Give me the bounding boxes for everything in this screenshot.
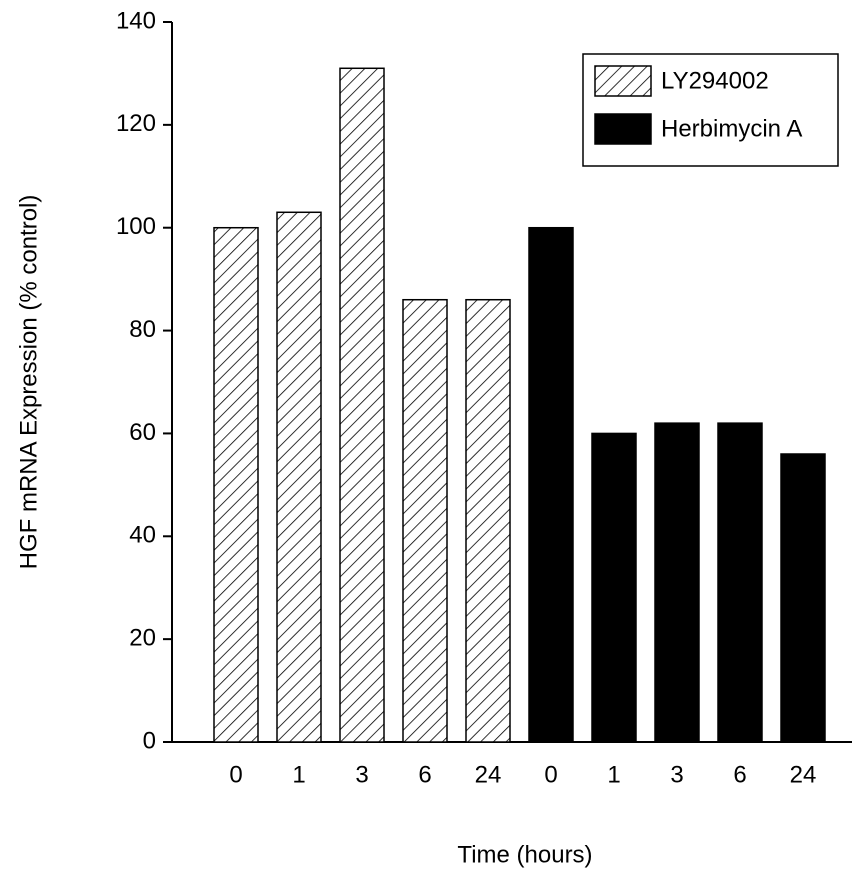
- x-tick-label: 6: [733, 761, 746, 788]
- x-tick-label: 0: [229, 761, 242, 788]
- legend-label: Herbimycin A: [661, 115, 802, 142]
- legend-label: LY294002: [661, 67, 769, 94]
- legend-swatch: [594, 65, 652, 97]
- bar: [276, 211, 322, 743]
- bar: [717, 422, 763, 743]
- y-tick-label: 20: [129, 624, 156, 651]
- x-tick-label: 1: [292, 761, 305, 788]
- bar: [402, 298, 448, 743]
- y-tick-label: 0: [143, 727, 156, 754]
- y-tick-label: 140: [116, 7, 156, 34]
- y-tick-label: 40: [129, 522, 156, 549]
- y-tick-label: 60: [129, 419, 156, 446]
- x-axis-label: Time (hours): [457, 841, 592, 868]
- x-tick-label: 6: [418, 761, 431, 788]
- y-axis-label: HGF mRNA Expression (% control): [15, 195, 42, 570]
- x-tick-label: 24: [475, 761, 502, 788]
- y-tick-label: 120: [116, 110, 156, 137]
- bar: [591, 432, 637, 743]
- bar: [339, 67, 385, 743]
- bar: [528, 226, 574, 743]
- bar: [780, 453, 826, 743]
- y-tick-label: 80: [129, 316, 156, 343]
- x-tick-label: 0: [544, 761, 557, 788]
- x-tick-label: 3: [670, 761, 683, 788]
- x-tick-label: 24: [790, 761, 817, 788]
- x-tick-label: 1: [607, 761, 620, 788]
- x-tick-label: 3: [355, 761, 368, 788]
- bar: [654, 422, 700, 743]
- bar: [465, 298, 511, 743]
- bar: [213, 226, 259, 743]
- legend-swatch: [594, 113, 652, 145]
- y-tick-label: 100: [116, 213, 156, 240]
